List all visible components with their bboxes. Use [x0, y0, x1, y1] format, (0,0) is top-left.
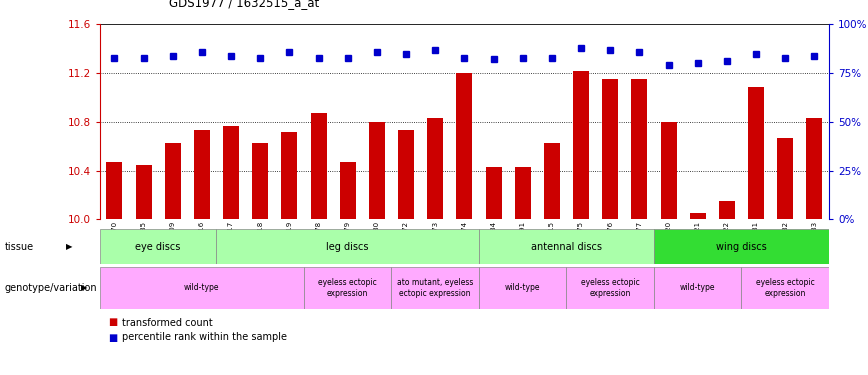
Bar: [339, 162, 356, 219]
Bar: [100, 267, 304, 309]
Bar: [223, 126, 239, 219]
Bar: [690, 213, 706, 219]
Text: ato mutant, eyeless
ectopic expression: ato mutant, eyeless ectopic expression: [397, 278, 473, 297]
Bar: [194, 130, 210, 219]
Text: antennal discs: antennal discs: [531, 242, 602, 252]
Text: wild-type: wild-type: [680, 284, 715, 292]
Text: transformed count: transformed count: [122, 318, 213, 327]
Bar: [631, 79, 648, 219]
Text: ▶: ▶: [66, 242, 72, 251]
Text: tissue: tissue: [4, 242, 34, 252]
Text: percentile rank within the sample: percentile rank within the sample: [122, 333, 286, 342]
Bar: [515, 167, 530, 219]
Text: genotype/variation: genotype/variation: [4, 283, 97, 293]
Bar: [719, 201, 735, 219]
Bar: [661, 122, 676, 219]
Bar: [107, 162, 122, 219]
Text: wild-type: wild-type: [184, 284, 220, 292]
Bar: [165, 142, 181, 219]
Bar: [654, 267, 741, 309]
Bar: [654, 230, 829, 264]
Text: ■: ■: [108, 318, 118, 327]
Text: eyeless ectopic
expression: eyeless ectopic expression: [756, 278, 814, 297]
Text: ■: ■: [108, 333, 118, 342]
Bar: [427, 118, 444, 219]
Bar: [567, 267, 654, 309]
Text: wild-type: wild-type: [505, 284, 541, 292]
Text: eyeless ectopic
expression: eyeless ectopic expression: [581, 278, 640, 297]
Bar: [479, 267, 567, 309]
Bar: [100, 230, 216, 264]
Text: eye discs: eye discs: [135, 242, 181, 252]
Bar: [135, 165, 152, 219]
Bar: [748, 87, 764, 219]
Bar: [479, 230, 654, 264]
Bar: [573, 70, 589, 219]
Bar: [311, 113, 326, 219]
Bar: [457, 73, 472, 219]
Bar: [806, 118, 822, 219]
Text: leg discs: leg discs: [326, 242, 369, 252]
Bar: [281, 132, 298, 219]
Bar: [485, 167, 502, 219]
Bar: [304, 267, 391, 309]
Bar: [369, 122, 385, 219]
Text: GDS1977 / 1632515_a_at: GDS1977 / 1632515_a_at: [169, 0, 319, 9]
Text: ▶: ▶: [81, 284, 87, 292]
Bar: [253, 142, 268, 219]
Bar: [391, 267, 479, 309]
Bar: [777, 138, 793, 219]
Text: eyeless ectopic
expression: eyeless ectopic expression: [319, 278, 377, 297]
Bar: [216, 230, 479, 264]
Text: wing discs: wing discs: [716, 242, 766, 252]
Bar: [741, 267, 829, 309]
Bar: [602, 79, 618, 219]
Bar: [544, 142, 560, 219]
Bar: [398, 130, 414, 219]
